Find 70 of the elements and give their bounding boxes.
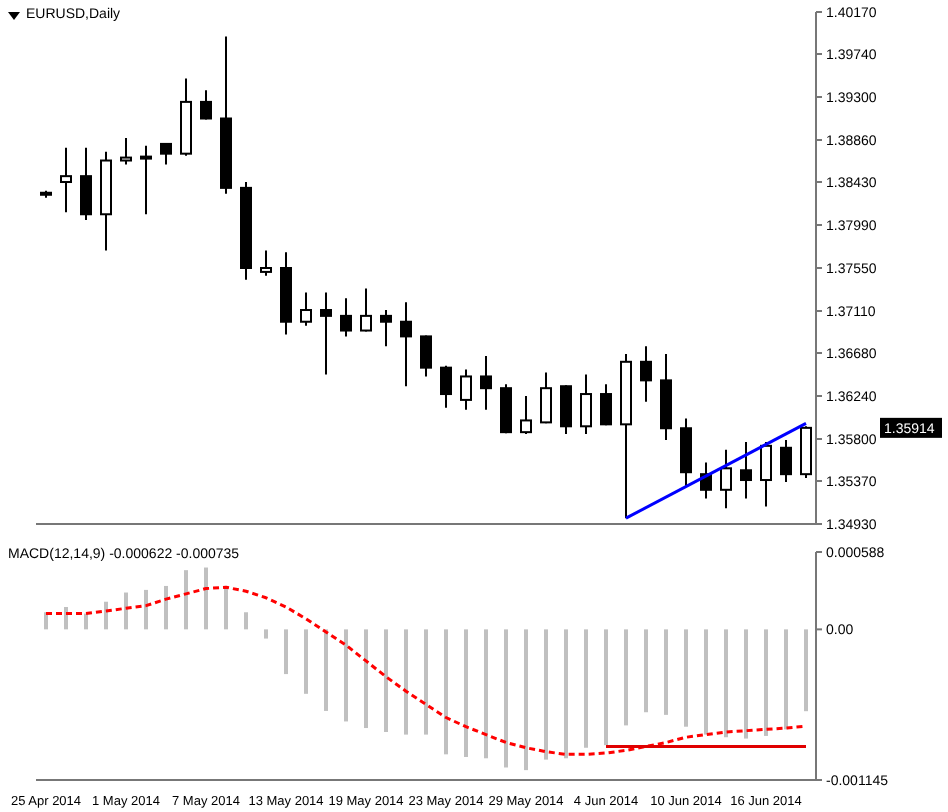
candlestick	[560, 384, 572, 436]
candlestick	[720, 448, 732, 510]
bar	[444, 629, 448, 755]
bar	[244, 612, 248, 630]
bar	[744, 629, 748, 739]
candlestick	[260, 249, 272, 277]
candlestick	[440, 364, 452, 409]
bar	[184, 570, 188, 630]
candlestick	[740, 440, 752, 500]
candlestick	[140, 144, 152, 216]
bar	[584, 629, 588, 748]
candlestick	[300, 291, 312, 327]
candlestick	[680, 417, 692, 487]
bar	[484, 629, 488, 759]
bar	[804, 629, 808, 712]
bar	[564, 629, 568, 759]
bar	[544, 629, 548, 760]
bar	[324, 629, 328, 711]
candlestick	[600, 383, 612, 427]
candlestick	[660, 352, 672, 441]
bar	[364, 629, 368, 729]
candlestick	[420, 334, 432, 378]
bar	[524, 629, 528, 771]
candlestick	[580, 373, 592, 436]
bar	[124, 592, 128, 630]
bar	[284, 629, 288, 675]
candlestick	[460, 368, 472, 411]
bar	[424, 629, 428, 735]
candlestick	[120, 137, 132, 166]
candlestick	[520, 395, 532, 436]
bar	[104, 601, 108, 630]
line-series	[44, 585, 808, 756]
bar	[224, 585, 228, 630]
bar	[644, 629, 648, 713]
candlestick	[380, 309, 392, 348]
candlestick	[80, 146, 92, 222]
candlestick	[760, 440, 772, 508]
bar	[664, 629, 668, 715]
bar	[624, 629, 628, 726]
candlestick	[640, 345, 652, 403]
candlestick	[340, 297, 352, 338]
bar	[64, 606, 68, 630]
candlestick	[400, 301, 412, 388]
bar	[344, 629, 348, 722]
bar	[464, 629, 468, 757]
bar	[724, 629, 728, 738]
candlestick	[780, 438, 792, 483]
bar	[84, 613, 88, 630]
bar	[704, 629, 708, 735]
bar	[684, 629, 688, 727]
bar	[304, 629, 308, 694]
bar	[264, 629, 268, 639]
candlestick	[360, 287, 372, 333]
candlestick	[320, 291, 332, 376]
candlestick	[60, 146, 72, 214]
bar	[404, 629, 408, 735]
bar	[164, 585, 168, 630]
bar	[504, 629, 508, 768]
bar	[384, 629, 388, 732]
bar	[44, 612, 48, 630]
candlestick	[800, 425, 812, 480]
bar	[784, 629, 788, 730]
candlestick	[200, 89, 212, 121]
candlestick	[480, 354, 492, 411]
bar	[764, 629, 768, 736]
bar	[144, 589, 148, 630]
bar	[604, 629, 608, 746]
candlestick	[540, 371, 552, 425]
candlestick	[500, 383, 512, 435]
bar	[204, 567, 208, 630]
